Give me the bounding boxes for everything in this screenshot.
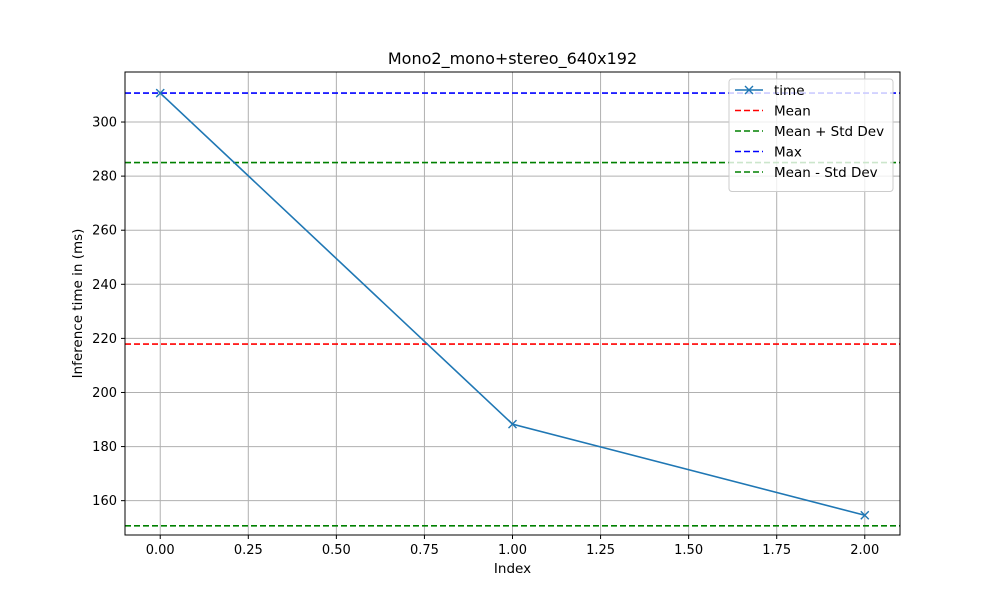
x-tick-label: 1.25 xyxy=(586,543,615,558)
y-axis-label: Inference time in (ms) xyxy=(70,229,86,379)
y-tick-label: 300 xyxy=(92,116,117,131)
series-layer xyxy=(155,88,870,520)
x-tick-label: 0.00 xyxy=(146,543,175,558)
chart-title: Mono2_mono+stereo_640x192 xyxy=(388,49,637,69)
x-tick-label: 1.75 xyxy=(762,543,791,558)
x-axis-label: Index xyxy=(494,561,531,577)
data-point-marker xyxy=(860,510,870,520)
legend-label-mean-std-dev: Mean - Std Dev xyxy=(774,165,878,181)
legend: time Mean Mean + Std Dev Max Mean - Std Dev xyxy=(728,78,894,192)
y-tick-label: 240 xyxy=(92,278,117,293)
legend-marker xyxy=(744,85,754,95)
x-tick-label: 0.25 xyxy=(234,543,263,558)
data-point-marker xyxy=(508,419,517,429)
x-tick-label: 0.50 xyxy=(322,543,351,558)
y-tick-label: 160 xyxy=(92,494,117,509)
plot-frame xyxy=(124,71,901,536)
legend-label-time: time xyxy=(774,83,805,99)
x-tick-label: 2.00 xyxy=(850,543,879,558)
reference-lines xyxy=(125,92,900,527)
y-tick-label: 280 xyxy=(92,170,117,185)
x-tick-label: 0.75 xyxy=(410,543,439,558)
tick-layer: 0.00 0.25 0.50 0.75 1.00 1.25 1.50 1.75 2.00 160 1… xyxy=(92,116,879,558)
y-tick-label: 200 xyxy=(92,386,117,401)
y-tick-label: 260 xyxy=(92,224,117,239)
legend-box xyxy=(728,78,894,192)
legend-label-mean: Mean xyxy=(774,104,811,120)
legend-label-mean-std-dev: Mean + Std Dev xyxy=(774,124,884,140)
x-tick-label: 1.50 xyxy=(674,543,703,558)
x-tick-label: 1.00 xyxy=(498,543,527,558)
y-tick-label: 220 xyxy=(92,332,117,347)
legend-label-max: Max xyxy=(774,145,802,161)
data-point-marker xyxy=(155,88,165,98)
y-tick-label: 180 xyxy=(92,440,117,455)
